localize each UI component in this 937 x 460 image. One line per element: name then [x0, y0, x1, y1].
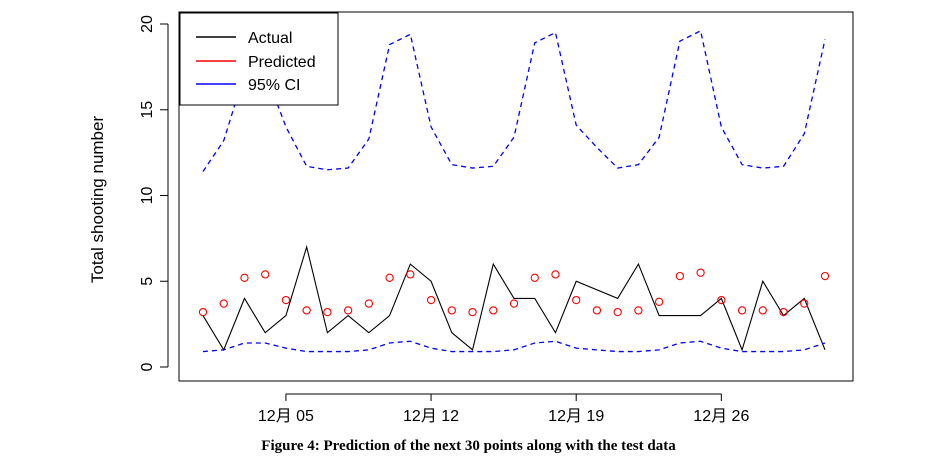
y-tick-label: 0 — [139, 362, 156, 371]
predicted-point — [385, 273, 394, 282]
plot-area — [198, 29, 830, 353]
predicted-point — [779, 307, 788, 317]
predicted-point — [323, 307, 332, 317]
predicted-point — [509, 299, 519, 308]
predicted-point — [343, 306, 353, 315]
predicted-point — [447, 306, 456, 315]
predicted-point — [426, 295, 436, 305]
predicted-point — [261, 270, 270, 279]
axes: 0 5 10 15 20 Total shooting number 12月 05 12月 1… — [88, 11, 854, 425]
y-tick-label: 20 — [139, 15, 156, 33]
predicted-point — [717, 295, 726, 305]
predicted-point — [654, 297, 664, 306]
legend: Actual Predicted 95% CI — [179, 12, 339, 106]
y-axis-title: Total shooting number — [88, 116, 107, 284]
figure-caption: Figure 4: Prediction of the next 30 poin… — [261, 438, 676, 454]
x-tick-label: 12月 19 — [548, 408, 604, 425]
y-tick-label: 15 — [139, 101, 156, 119]
predicted-point — [696, 268, 705, 277]
x-tick-label: 12月 26 — [693, 408, 749, 425]
actual-line — [202, 244, 826, 352]
predicted-point — [634, 306, 643, 315]
predicted-point — [675, 271, 685, 281]
predicted-point — [219, 299, 228, 308]
ci-lower-line — [202, 340, 826, 353]
predicted-point — [489, 306, 498, 315]
predicted-point — [198, 307, 208, 317]
predicted-point — [820, 271, 830, 281]
y-tick-label: 5 — [139, 277, 156, 286]
predicted-point — [468, 307, 477, 317]
legend-label-actual: Actual — [248, 30, 292, 47]
predicted-point — [758, 306, 767, 315]
y-tick-label: 10 — [139, 187, 156, 205]
predicted-point — [800, 299, 809, 308]
predicted-point — [364, 299, 374, 308]
predicted-point — [572, 295, 581, 305]
predicted-point — [240, 273, 249, 282]
legend-label-predicted: Predicted — [248, 54, 316, 71]
predicted-point — [406, 270, 415, 279]
legend-label-95-ci: 95% CI — [248, 77, 300, 94]
predicted-point — [302, 306, 311, 315]
predicted-point — [613, 307, 622, 317]
prediction-chart: 0 5 10 15 20 Total shooting number 12月 05 12月 1… — [88, 11, 854, 425]
predicted-point — [737, 306, 747, 315]
predicted-point — [281, 295, 291, 305]
predicted-point — [551, 270, 560, 279]
predicted-point — [530, 273, 539, 282]
x-tick-label: 12月 05 — [258, 408, 314, 425]
x-tick-label: 12月 12 — [403, 408, 459, 425]
plot-frame — [178, 11, 854, 382]
legend-box — [179, 12, 339, 106]
predicted-point — [592, 306, 602, 315]
